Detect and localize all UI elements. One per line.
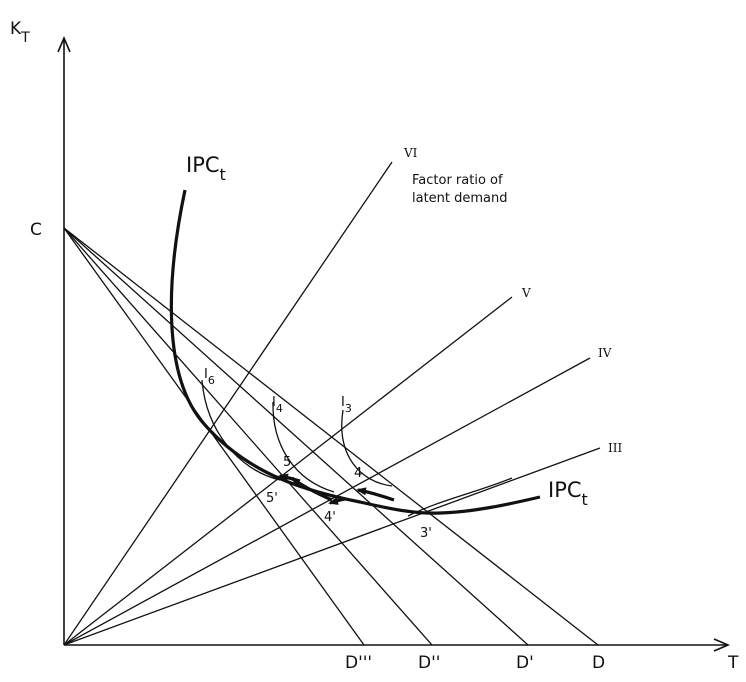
isoquant-i4-label: I4 [272,395,283,415]
label-d3: D''' [345,653,372,673]
ray-vi [63,161,393,646]
budget-line-d [63,227,599,646]
budget-line-d2 [63,227,433,646]
isoquant-i3-label: I3 [341,395,352,415]
note-line2: latent demand [412,191,508,206]
isoquant-i4 [272,401,335,493]
budget-lines [63,227,599,646]
ray-iii [63,447,601,646]
ipc-label-top: IPCt [186,153,226,184]
label-ray-iii: III [608,441,622,455]
isoquant-i6 [201,379,281,481]
label-d: D [592,653,605,673]
ipc-label-right: IPCt [548,478,588,509]
factor-ratio-rays [63,161,601,646]
budget-line-d1 [63,227,529,646]
arrow-4prime-icon [328,497,346,505]
ipc-curve [169,189,541,515]
ipc-arrows [278,473,395,505]
y-axis-arrow-icon [57,35,71,53]
isoquant-i3 [341,409,393,487]
label-d2: D'' [418,653,440,673]
y-axis-label: KT [10,19,30,46]
point-3prime-label: 3' [420,526,432,541]
ray-v [63,296,513,646]
point-4prime-label: 4' [324,510,336,525]
arrow-5prime-icon [278,473,297,482]
point-4-label: 4 [354,466,362,481]
isoquants [201,379,513,517]
label-d1: D' [516,653,534,673]
note-line1: Factor ratio of [412,173,503,188]
x-axis-arrow-icon [713,638,731,652]
point-5prime-label: 5' [266,491,278,506]
point-c-label: C [30,220,42,240]
ray-iv [63,357,591,646]
label-ray-v: V [521,286,531,300]
axes [57,35,731,652]
arrow-3-to-4-icon [356,487,395,502]
isoquant-i6-label: I6 [204,367,215,387]
point-5-label: 5 [283,455,291,470]
label-ray-vi: VI [403,146,418,160]
x-axis-label: T [727,653,739,673]
label-ray-iv: IV [598,346,612,360]
